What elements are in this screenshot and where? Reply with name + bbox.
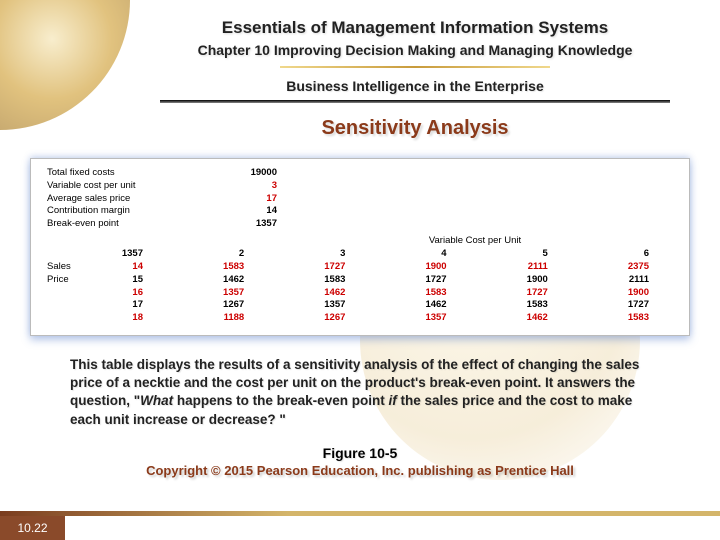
grid-cell: 1267	[167, 299, 268, 312]
slide-header: Essentials of Management Information Sys…	[0, 0, 720, 158]
footer-divider	[0, 511, 720, 516]
variable-cost-header: Variable Cost per Unit	[277, 235, 673, 246]
section-subtitle: Business Intelligence in the Enterprise	[140, 78, 690, 94]
slide-subtitle: Sensitivity Analysis	[140, 117, 690, 140]
grid-col-header: 2	[167, 248, 268, 261]
divider-black	[160, 100, 670, 103]
assumption-value: 1357	[197, 218, 277, 231]
grid-col-header: 1357	[107, 248, 167, 261]
grid-cell: 1462	[369, 299, 470, 312]
grid-cell: 1900	[572, 287, 673, 300]
divider-gold	[280, 66, 550, 68]
grid-cell: 1900	[471, 274, 572, 287]
grid-cell: 1462	[471, 312, 572, 325]
chapter-title: Chapter 10 Improving Decision Making and…	[140, 42, 690, 58]
grid-cell: 1727	[572, 299, 673, 312]
grid-cell: 1583	[167, 261, 268, 274]
grid-col-header: 5	[471, 248, 572, 261]
grid-cell: 1727	[268, 261, 369, 274]
assumption-label: Variable cost per unit	[47, 180, 197, 193]
grid-cell: 1462	[268, 287, 369, 300]
grid-cell: 1357	[268, 299, 369, 312]
assumptions-block: Total fixed costsVariable cost per unitA…	[47, 167, 673, 231]
grid-col-header: 6	[572, 248, 673, 261]
assumption-label: Break-even point	[47, 218, 197, 231]
grid-cell: 1583	[471, 299, 572, 312]
grid-row-label: 17	[107, 299, 167, 312]
grid-row-label: 14	[107, 261, 167, 274]
assumption-label: Contribution margin	[47, 205, 197, 218]
grid-cell: 1462	[167, 274, 268, 287]
sensitivity-grid: SalesPrice 13571415161718 13572345614158…	[47, 248, 673, 325]
copyright-text: Copyright © 2015 Pearson Education, Inc.…	[0, 463, 720, 478]
grid-axis-label: Sales	[47, 261, 107, 274]
grid-cell: 2111	[572, 274, 673, 287]
caption-text: This table displays the results of a sen…	[0, 336, 720, 429]
slide-number: 10.22	[0, 516, 65, 540]
grid-axis-label: Price	[47, 274, 107, 287]
grid-cell: 1727	[369, 274, 470, 287]
grid-cell: 1357	[369, 312, 470, 325]
assumption-value: 3	[197, 180, 277, 193]
grid-row-label: 18	[107, 312, 167, 325]
grid-cell: 2111	[471, 261, 572, 274]
assumption-value: 14	[197, 205, 277, 218]
sensitivity-table: Total fixed costsVariable cost per unitA…	[30, 158, 690, 336]
grid-cell: 1583	[369, 287, 470, 300]
grid-cell: 1357	[167, 287, 268, 300]
assumption-value: 19000	[197, 167, 277, 180]
grid-cell: 1267	[268, 312, 369, 325]
grid-cell: 1727	[471, 287, 572, 300]
book-title: Essentials of Management Information Sys…	[140, 18, 690, 38]
grid-cell: 1900	[369, 261, 470, 274]
assumption-value: 17	[197, 193, 277, 206]
grid-cell: 1188	[167, 312, 268, 325]
grid-cell: 1583	[268, 274, 369, 287]
assumption-label: Total fixed costs	[47, 167, 197, 180]
grid-col-header: 4	[369, 248, 470, 261]
grid-cell: 2375	[572, 261, 673, 274]
figure-label: Figure 10-5	[0, 445, 720, 461]
grid-row-label: 16	[107, 287, 167, 300]
grid-row-label: 15	[107, 274, 167, 287]
assumption-label: Average sales price	[47, 193, 197, 206]
grid-col-header: 3	[268, 248, 369, 261]
grid-cell: 1583	[572, 312, 673, 325]
